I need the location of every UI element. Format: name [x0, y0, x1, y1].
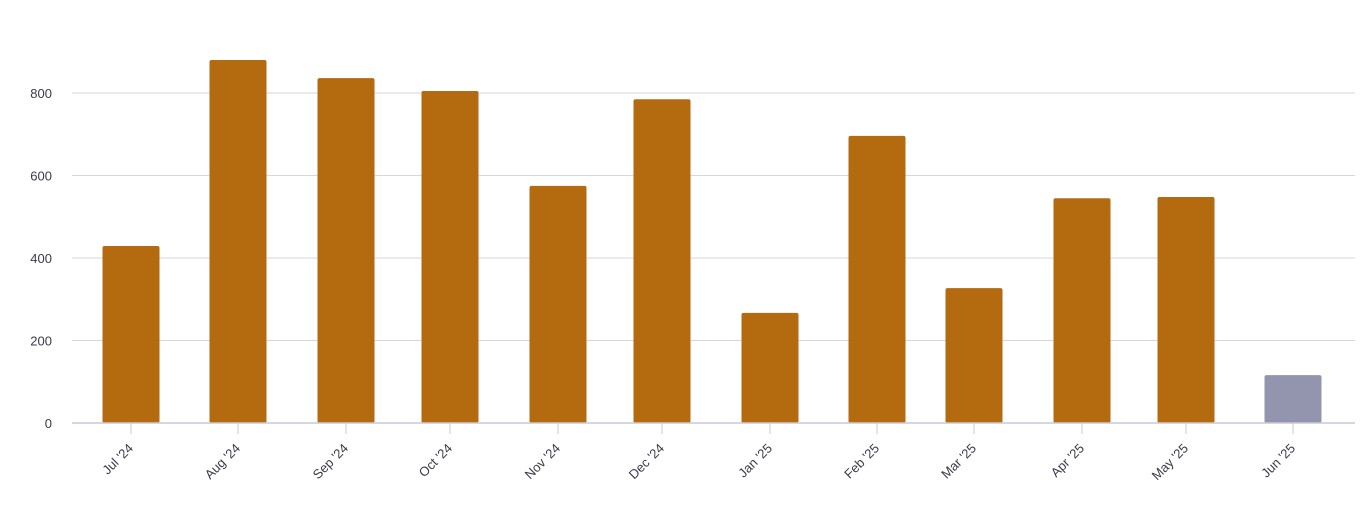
y-tick-label: 0 — [45, 416, 52, 431]
bar — [945, 288, 1003, 423]
x-tick-label: Aug '24 — [202, 441, 243, 482]
y-tick-label: 600 — [30, 169, 52, 184]
x-tick-label: May '25 — [1149, 441, 1192, 484]
y-tick-label: 400 — [30, 251, 52, 266]
bar — [848, 135, 906, 423]
x-tick-label: Nov '24 — [522, 441, 563, 482]
bar — [317, 78, 375, 424]
x-tick-label: Jul '24 — [99, 441, 136, 478]
x-tick-label: Apr '25 — [1048, 441, 1087, 480]
bar — [1264, 375, 1322, 423]
x-tick-label: Jun '25 — [1258, 441, 1298, 481]
bar — [209, 60, 267, 423]
x-tick-label: Sep '24 — [310, 441, 351, 482]
x-tick-label: Oct '24 — [416, 441, 455, 480]
y-tick-label: 800 — [30, 86, 52, 101]
x-tick-label: Jan '25 — [735, 441, 775, 481]
bar — [1157, 196, 1215, 423]
bar — [102, 246, 160, 423]
bar — [1053, 198, 1111, 423]
x-tick-label: Mar '25 — [938, 441, 979, 482]
y-tick-label: 200 — [30, 334, 52, 349]
bar — [741, 312, 799, 423]
bar — [633, 99, 691, 423]
bar — [529, 185, 587, 423]
x-tick-label: Feb '25 — [841, 441, 882, 482]
bar — [421, 90, 479, 423]
x-tick-label: Dec '24 — [626, 441, 667, 482]
